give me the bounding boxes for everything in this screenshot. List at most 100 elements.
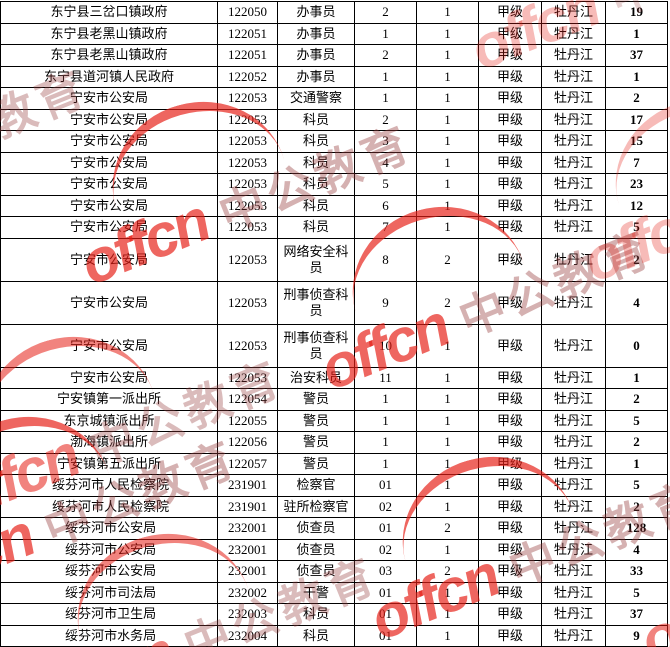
city-cell: 牡丹江 <box>541 538 606 561</box>
level-cell: 甲级 <box>478 581 542 604</box>
org-cell: 宁安市公安局 <box>0 237 218 282</box>
applicant-count-cell: 5 <box>605 474 668 497</box>
code-cell: 122053 <box>217 366 278 389</box>
org-cell: 宁安市公安局 <box>0 366 218 389</box>
applicant-count-cell: 2 <box>605 237 668 282</box>
openings-cell: 1 <box>416 452 479 475</box>
applicant-count-cell: 5 <box>605 216 668 239</box>
seq-number-cell: 5 <box>354 173 417 196</box>
position-cell: 科员 <box>277 624 355 647</box>
city-cell: 牡丹江 <box>541 108 606 131</box>
org-cell: 绥芬河市公安局 <box>0 538 218 561</box>
table-row: 绥芬河市公安局 232001 侦查员 01 2 甲级 牡丹江 128 <box>0 517 668 540</box>
seq-number-cell: 1 <box>354 452 417 475</box>
level-cell: 甲级 <box>478 388 542 411</box>
seq-number-cell: 1 <box>354 431 417 454</box>
position-cell: 侦查员 <box>277 538 355 561</box>
city-cell: 牡丹江 <box>541 323 606 368</box>
table-row: 绥芬河市公安局 232001 侦查员 02 1 甲级 牡丹江 4 <box>0 538 668 561</box>
seq-number-cell: 2 <box>354 108 417 131</box>
city-cell: 牡丹江 <box>541 517 606 540</box>
city-cell: 牡丹江 <box>541 22 606 45</box>
level-cell: 甲级 <box>478 44 542 67</box>
seq-number-cell: 1 <box>354 409 417 432</box>
code-cell: 122053 <box>217 237 278 282</box>
openings-cell: 1 <box>416 474 479 497</box>
applicant-count-cell: 2 <box>605 388 668 411</box>
position-cell: 警员 <box>277 452 355 475</box>
city-cell: 牡丹江 <box>541 65 606 88</box>
level-cell: 甲级 <box>478 194 542 217</box>
openings-cell: 1 <box>416 130 479 153</box>
city-cell: 牡丹江 <box>541 474 606 497</box>
org-cell: 东宁县三岔口镇政府 <box>0 1 218 24</box>
seq-number-cell: 01 <box>354 624 417 647</box>
city-cell: 牡丹江 <box>541 194 606 217</box>
applicant-count-cell: 19 <box>605 1 668 24</box>
org-cell: 宁安市公安局 <box>0 194 218 217</box>
code-cell: 122053 <box>217 323 278 368</box>
code-cell: 232001 <box>217 560 278 583</box>
table-row: 宁安市公安局 122053 刑事侦查科员 9 2 甲级 牡丹江 4 <box>0 280 668 325</box>
position-cell: 治安科员 <box>277 366 355 389</box>
code-cell: 122056 <box>217 431 278 454</box>
level-cell: 甲级 <box>478 108 542 131</box>
openings-cell: 1 <box>416 323 479 368</box>
level-cell: 甲级 <box>478 431 542 454</box>
code-cell: 122053 <box>217 87 278 110</box>
org-cell: 宁安市公安局 <box>0 216 218 239</box>
position-cell: 干警 <box>277 581 355 604</box>
level-cell: 甲级 <box>478 87 542 110</box>
org-cell: 绥芬河市人民检察院 <box>0 495 218 518</box>
applicant-count-cell: 2 <box>605 495 668 518</box>
applicant-count-cell: 33 <box>605 560 668 583</box>
seq-number-cell: 01 <box>354 581 417 604</box>
position-cell: 警员 <box>277 409 355 432</box>
city-cell: 牡丹江 <box>541 603 606 626</box>
position-cell: 科员 <box>277 151 355 174</box>
openings-cell: 2 <box>416 280 479 325</box>
applicant-count-cell: 1 <box>605 366 668 389</box>
position-cell: 办事员 <box>277 65 355 88</box>
seq-number-cell: 01 <box>354 603 417 626</box>
position-cell: 办事员 <box>277 44 355 67</box>
openings-cell: 1 <box>416 194 479 217</box>
level-cell: 甲级 <box>478 409 542 432</box>
org-cell: 东宁县老黑山镇政府 <box>0 22 218 45</box>
city-cell: 牡丹江 <box>541 366 606 389</box>
position-cell: 网络安全科员 <box>277 237 355 282</box>
applicant-count-cell: 5 <box>605 409 668 432</box>
openings-cell: 1 <box>416 366 479 389</box>
table-row: 绥芬河市人民检察院 231901 驻所检察官 02 1 甲级 牡丹江 2 <box>0 495 668 518</box>
level-cell: 甲级 <box>478 130 542 153</box>
table-row: 宁安市公安局 122053 科员 4 1 甲级 牡丹江 7 <box>0 151 668 174</box>
applicant-count-cell: 9 <box>605 624 668 647</box>
level-cell: 甲级 <box>478 538 542 561</box>
table-row: 绥芬河市司法局 232002 干警 01 1 甲级 牡丹江 5 <box>0 581 668 604</box>
openings-cell: 1 <box>416 108 479 131</box>
city-cell: 牡丹江 <box>541 130 606 153</box>
city-cell: 牡丹江 <box>541 237 606 282</box>
openings-cell: 2 <box>416 517 479 540</box>
org-cell: 宁安市公安局 <box>0 87 218 110</box>
city-cell: 牡丹江 <box>541 624 606 647</box>
code-cell: 232003 <box>217 603 278 626</box>
position-cell: 科员 <box>277 603 355 626</box>
level-cell: 甲级 <box>478 216 542 239</box>
table-row: 东宁县道河镇人民政府 122052 办事员 1 1 甲级 牡丹江 1 <box>0 65 668 88</box>
openings-cell: 1 <box>416 624 479 647</box>
table-row: 绥芬河市人民检察院 231901 检察官 01 1 甲级 牡丹江 5 <box>0 474 668 497</box>
applicant-count-cell: 128 <box>605 517 668 540</box>
level-cell: 甲级 <box>478 237 542 282</box>
city-cell: 牡丹江 <box>541 409 606 432</box>
org-cell: 绥芬河市司法局 <box>0 581 218 604</box>
level-cell: 甲级 <box>478 22 542 45</box>
city-cell: 牡丹江 <box>541 452 606 475</box>
position-cell: 科员 <box>277 216 355 239</box>
applicant-count-cell: 15 <box>605 130 668 153</box>
openings-cell: 1 <box>416 87 479 110</box>
position-cell: 科员 <box>277 130 355 153</box>
openings-cell: 2 <box>416 560 479 583</box>
code-cell: 122053 <box>217 130 278 153</box>
